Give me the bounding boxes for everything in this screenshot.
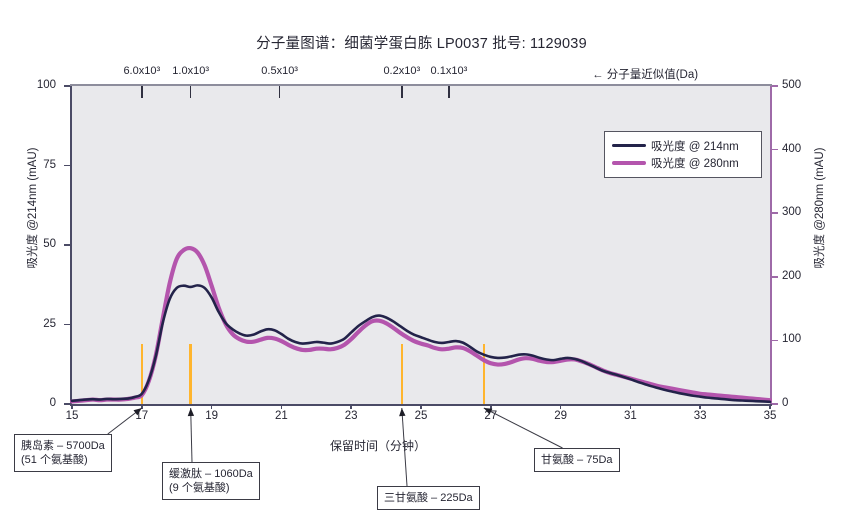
y-right-tick [772, 276, 778, 278]
y-left-tick-label: 75 [43, 158, 56, 171]
annotation-triglycine: 三甘氨酸 – 225Da [377, 486, 480, 510]
top-axis-tick [141, 86, 143, 98]
x-tick-label: 21 [274, 410, 288, 422]
axis-right [770, 86, 772, 404]
top-axis-tick [448, 86, 450, 98]
y-left-tick [64, 85, 70, 87]
annotation-glycine-line1: 甘氨酸 – 75Da [541, 454, 613, 466]
molecular-weight-note: ← 分子量近似值(Da) [592, 69, 699, 81]
leader-arrowhead [187, 408, 195, 417]
x-tick [699, 404, 701, 409]
reference-marker-line [400, 344, 404, 404]
reference-marker-line [140, 344, 144, 404]
y-right-tick [772, 85, 778, 87]
x-tick [420, 404, 422, 409]
annotation-insulin-line2: (51 个氨基酸) [21, 454, 88, 466]
y-left-tick-label: 50 [43, 238, 56, 250]
x-tick [350, 404, 352, 409]
y-right-tick-label: 0 [782, 397, 789, 409]
x-tick-label: 33 [693, 410, 707, 422]
legend-label-280: 吸光度 @ 280nm [651, 157, 739, 170]
axis-top [70, 84, 772, 86]
top-axis-tick-label: 0.5x10³ [261, 65, 298, 77]
legend-item-214: 吸光度 @ 214nm [612, 137, 754, 154]
x-tick [141, 404, 143, 409]
y-left-tick [64, 323, 70, 326]
y-left-tick-label: 0 [49, 397, 56, 409]
x-tick-label: 15 [65, 410, 79, 422]
annotation-bradykinin-line2: (9 个氨基酸) [169, 482, 230, 494]
x-tick [71, 404, 73, 409]
legend-swatch-214 [612, 144, 646, 147]
y-right-tick [772, 148, 778, 151]
x-tick-label: 31 [623, 410, 637, 422]
x-tick-label: 17 [135, 410, 149, 422]
page-title: 分子量图谱：细菌学蛋白胨 LP0037 批号: 1129039 [256, 36, 587, 52]
legend-item-280: 吸光度 @ 280nm [612, 154, 754, 171]
y-right-tick-label: 500 [782, 79, 802, 91]
top-axis-tick-label: 0.2x10³ [383, 65, 421, 77]
x-tick [490, 404, 492, 409]
top-axis-tick [189, 86, 192, 98]
y-left-tick [64, 244, 70, 246]
annotation-triglycine-line1: 三甘氨酸 – 225Da [384, 492, 473, 504]
annotation-bradykinin-line1: 缓激肽 – 1060Da [169, 468, 253, 480]
x-tick [629, 404, 632, 409]
y-right-tick-label: 300 [782, 206, 802, 219]
y-right-tick [772, 212, 778, 214]
reference-marker-line [189, 344, 192, 404]
y-left-tick [64, 403, 70, 405]
x-tick-label: 23 [344, 410, 358, 422]
x-tick-label: 25 [414, 410, 428, 422]
y-right-tick-label: 200 [782, 269, 802, 282]
y-left-tick-label: 25 [43, 317, 56, 330]
top-axis-tick [278, 86, 281, 98]
annotation-bradykinin: 缓激肽 – 1060Da (9 个氨基酸) [162, 462, 260, 500]
reference-marker-line [482, 344, 486, 404]
y-axis-left-label: 吸光度 @214nm (mAU) [27, 147, 39, 269]
annotation-insulin-line1: 胰岛素 – 5700Da [21, 440, 105, 452]
top-axis-tick [401, 86, 403, 98]
y-right-tick [772, 339, 778, 342]
leader-arrowhead [399, 408, 406, 417]
y-left-tick [64, 164, 70, 167]
legend-swatch-280 [612, 160, 646, 165]
legend: 吸光度 @ 214nm 吸光度 @ 280nm [604, 131, 762, 178]
annotation-insulin: 胰岛素 – 5700Da (51 个氨基酸) [14, 434, 112, 472]
x-tick [559, 404, 562, 409]
x-axis-label: 保留时间（分钟） [330, 439, 427, 453]
x-tick-label: 27 [484, 410, 498, 422]
x-tick-label: 35 [763, 410, 777, 422]
x-tick [769, 404, 771, 409]
top-axis-tick-label: 6.0x10³ [123, 65, 161, 77]
leader-line [190, 407, 193, 463]
y-right-tick-label: 100 [782, 333, 802, 346]
y-right-tick [772, 403, 778, 405]
y-left-tick-label: 100 [36, 79, 56, 91]
annotation-glycine: 甘氨酸 – 75Da [534, 448, 620, 472]
x-tick-label: 19 [205, 410, 218, 422]
top-axis-tick-label: 0.1x10³ [430, 65, 468, 77]
y-right-tick-label: 400 [782, 142, 802, 155]
x-tick [280, 404, 283, 409]
legend-label-214: 吸光度 @ 214nm [651, 140, 739, 153]
top-axis-tick-label: 1.0x10³ [172, 65, 209, 77]
x-tick-label: 29 [554, 410, 567, 422]
x-tick [210, 404, 213, 409]
axis-left [70, 86, 72, 404]
